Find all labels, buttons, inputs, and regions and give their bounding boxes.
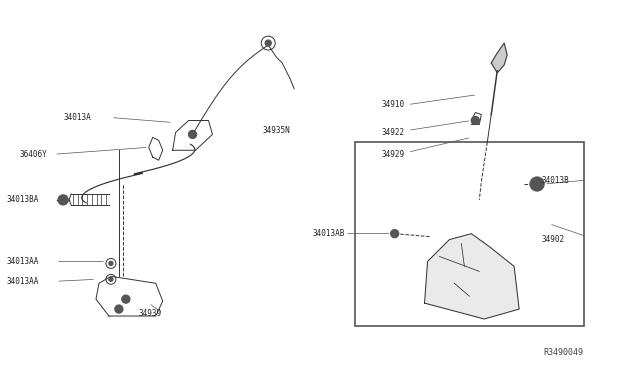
Circle shape — [390, 230, 399, 238]
Circle shape — [530, 177, 544, 191]
Bar — [355, 142, 584, 326]
Text: 34013AA: 34013AA — [6, 257, 39, 266]
Circle shape — [115, 305, 123, 313]
Text: R3490049: R3490049 — [544, 348, 584, 357]
Text: 34935N: 34935N — [262, 126, 290, 135]
Text: 34922: 34922 — [381, 128, 405, 137]
Circle shape — [58, 195, 68, 205]
Circle shape — [122, 295, 130, 303]
Text: 34939: 34939 — [139, 308, 162, 318]
Text: 36406Y: 36406Y — [19, 150, 47, 159]
Text: 34013A: 34013A — [63, 113, 91, 122]
Text: 34910: 34910 — [381, 100, 405, 109]
Text: 34013AA: 34013AA — [6, 277, 39, 286]
Text: 34013BA: 34013BA — [6, 195, 39, 204]
Circle shape — [109, 277, 113, 281]
Text: 34902: 34902 — [541, 235, 564, 244]
Text: 34929: 34929 — [381, 150, 405, 159]
Polygon shape — [424, 234, 519, 319]
Text: 34013B: 34013B — [541, 176, 569, 185]
Polygon shape — [492, 43, 507, 73]
Text: 34013AB: 34013AB — [312, 229, 344, 238]
Circle shape — [265, 40, 271, 46]
Circle shape — [189, 131, 196, 138]
Circle shape — [471, 116, 479, 125]
Circle shape — [109, 262, 113, 265]
